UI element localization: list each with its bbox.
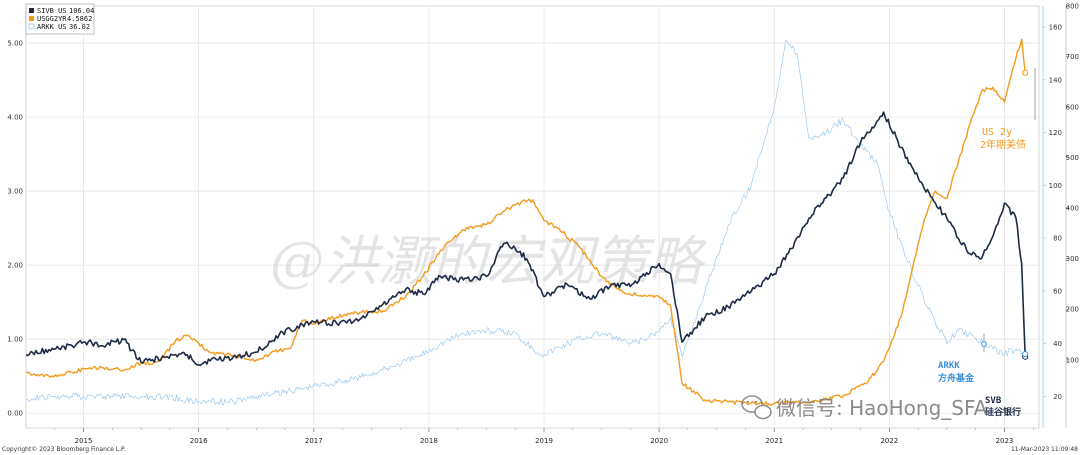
series-usgg2yr-line	[25, 38, 1026, 406]
left-axis: 0.00 1.00 2.00 3.00 4.00 5.00	[7, 40, 23, 418]
right-inner-tick-label: 100	[1049, 182, 1062, 190]
annotation-us2y-line1: US 2y	[982, 127, 1012, 138]
annotation-arkk-line2: 方舟基金	[938, 372, 975, 384]
end-marker	[1022, 69, 1029, 76]
watermark: @洪灏的宏观策略	[270, 230, 708, 293]
legend: SIVB US 106.04 USGG2YR 4.5862 ARKK US 36…	[25, 3, 95, 35]
right-outer-tick-label: 100	[1066, 356, 1079, 364]
end-markers	[981, 68, 1036, 360]
legend-swatch-arkk	[28, 23, 35, 30]
right-outer-tick-label: 600	[1066, 104, 1079, 112]
legend-ticker-usgg2yr: USGG2YR	[37, 15, 67, 23]
x-tick-label: 2021	[765, 437, 783, 445]
x-tick-label: 2020	[650, 437, 668, 445]
arkk-marker	[981, 341, 987, 347]
series-layer	[25, 38, 1026, 406]
legend-ticker-sivb: SIVB US	[37, 7, 67, 15]
left-tick-label: 5.00	[7, 40, 23, 48]
right-inner-tick-label: 140	[1049, 76, 1062, 84]
right-inner-tick-label: 160	[1049, 24, 1062, 32]
right-outer-tick-label: 200	[1066, 306, 1079, 314]
right-outer-tick-label: 500	[1066, 154, 1079, 162]
copyright: Copyright© 2023 Bloomberg Finance L.P.	[2, 446, 126, 453]
legend-value-arkk: 36.02	[69, 23, 90, 31]
annotation-us2y-line2: 2年期美债	[980, 138, 1026, 151]
right-inner-tick-label: 60	[1053, 287, 1062, 295]
left-tick-label: 1.00	[7, 336, 23, 344]
x-tick-label: 2019	[535, 437, 553, 445]
timestamp: 11-Mar-2023 11:09:48	[1011, 446, 1078, 453]
x-tick-label: 2015	[75, 437, 93, 445]
annotation-svb-line2: 硅谷银行	[985, 406, 1021, 418]
x-tick-label: 2017	[305, 437, 323, 445]
right-outer-tick-label: 700	[1066, 53, 1079, 61]
wechat-id: 微信号: HaoHong_SFA	[776, 396, 988, 420]
legend-swatch-usgg2yr	[29, 16, 34, 21]
legend-value-sivb: 106.04	[69, 7, 94, 15]
right-outer-tick-label: 400	[1066, 205, 1079, 213]
right-outer-tick-label: 800	[1066, 3, 1079, 11]
left-tick-label: 2.00	[7, 262, 23, 270]
annotation-arkk-line1: ARKK	[938, 361, 960, 371]
left-tick-label: 3.00	[7, 188, 23, 196]
right-inner-tick-label: 20	[1053, 393, 1062, 401]
x-tick-label: 2022	[880, 437, 898, 445]
x-tick-label: 2018	[420, 437, 438, 445]
wechat-icon	[741, 395, 772, 420]
end-marker	[1022, 351, 1029, 358]
x-axis: 2015 2016 2017 2018 2019 2020 2021 2022 2023	[54, 428, 1034, 445]
right-axis-inner: 20 40 60 80 100 120 140 160	[1042, 6, 1062, 428]
left-tick-label: 4.00	[7, 114, 23, 122]
right-inner-tick-label: 120	[1049, 129, 1062, 137]
right-outer-tick-label: 300	[1066, 255, 1079, 263]
series-sivb-line	[25, 111, 1026, 367]
right-axis-outer: 100 200 300 400 500 600 700 800	[1066, 3, 1079, 428]
series-arkk-line	[25, 39, 1026, 406]
legend-ticker-arkk: ARKK US	[37, 23, 67, 31]
annotation-svb-line1: SVB	[985, 396, 1002, 406]
x-tick-label: 2016	[190, 437, 208, 445]
right-inner-tick-label: 40	[1053, 340, 1062, 348]
left-tick-label: 0.00	[7, 410, 23, 418]
right-inner-tick-label: 80	[1053, 235, 1062, 243]
grid-lines	[25, 5, 1040, 429]
legend-value-usgg2yr: 4.5862	[67, 15, 92, 23]
wechat-watermark: 微信号: HaoHong_SFA	[741, 395, 988, 420]
x-tick-label: 2023	[996, 437, 1014, 445]
legend-swatch-sivb	[29, 8, 34, 13]
